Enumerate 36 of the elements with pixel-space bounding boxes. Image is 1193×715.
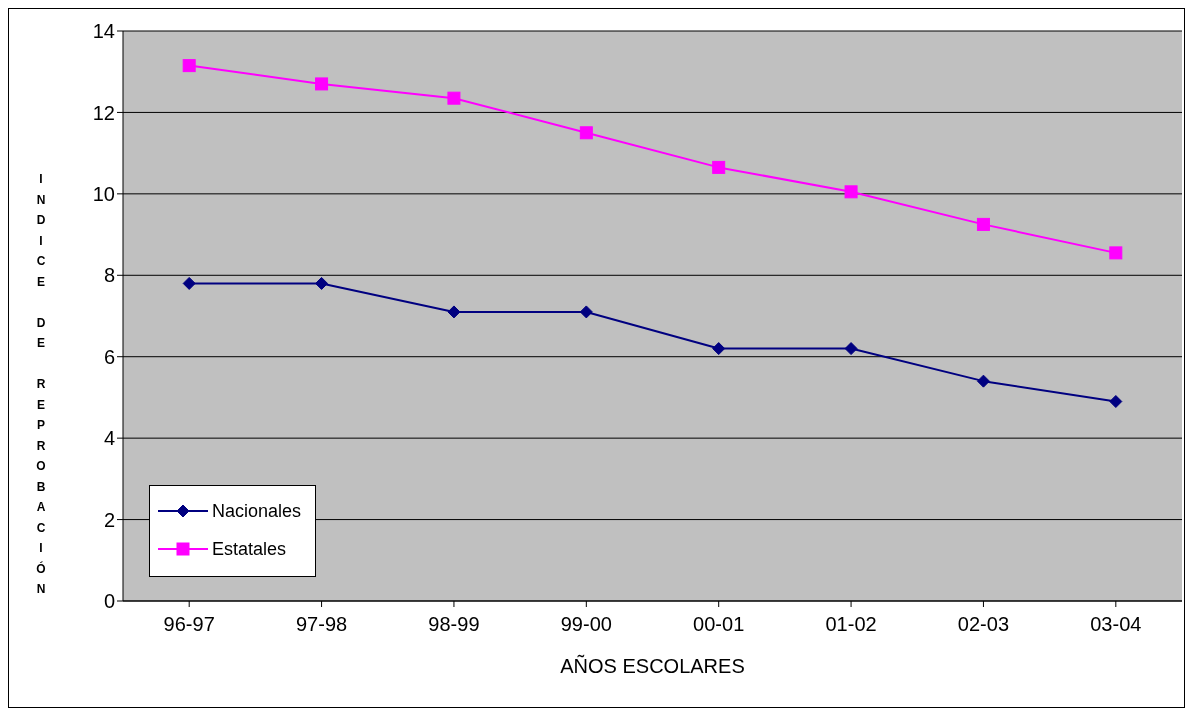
point — [844, 342, 858, 356]
point — [1109, 395, 1123, 408]
point — [447, 91, 461, 105]
point — [579, 126, 593, 140]
y-tick-label: 6 — [103, 345, 115, 368]
x-tick-label: 98-99 — [428, 613, 480, 636]
point — [315, 77, 329, 91]
x-tick-label: 97-98 — [295, 613, 348, 636]
point — [579, 305, 593, 319]
x-axis-title: AÑOS ESCOLARES — [560, 654, 745, 677]
point — [712, 160, 726, 174]
point — [976, 374, 990, 388]
x-tick-label: 03-04 — [1090, 613, 1142, 636]
y-tick-label: 4 — [103, 427, 115, 450]
point — [182, 59, 196, 73]
point — [976, 217, 990, 231]
y-tick-label: 14 — [92, 20, 115, 43]
point — [182, 276, 196, 290]
point — [447, 305, 461, 319]
x-tick-label: 02-03 — [957, 613, 1010, 636]
x-tick-label: 01-02 — [825, 613, 877, 636]
x-tick-label: 99-00 — [560, 613, 612, 636]
legend-label: Estatales — [212, 538, 287, 560]
point — [1109, 246, 1123, 260]
y-tick-label: 8 — [103, 264, 115, 287]
point — [712, 342, 726, 356]
point — [844, 185, 858, 199]
text: INDICE DE REPROBACIÓN — [36, 172, 46, 596]
x-tick-label: 00-01 — [693, 613, 745, 636]
legend-label: Nacionales — [212, 500, 302, 522]
y-tick-label: 12 — [92, 101, 115, 124]
y-tick-label: 2 — [103, 508, 115, 531]
y-tick-label: 0 — [103, 590, 115, 613]
point — [315, 276, 329, 290]
y-tick-label: 10 — [92, 182, 115, 205]
x-tick-label: 96-97 — [163, 613, 215, 636]
